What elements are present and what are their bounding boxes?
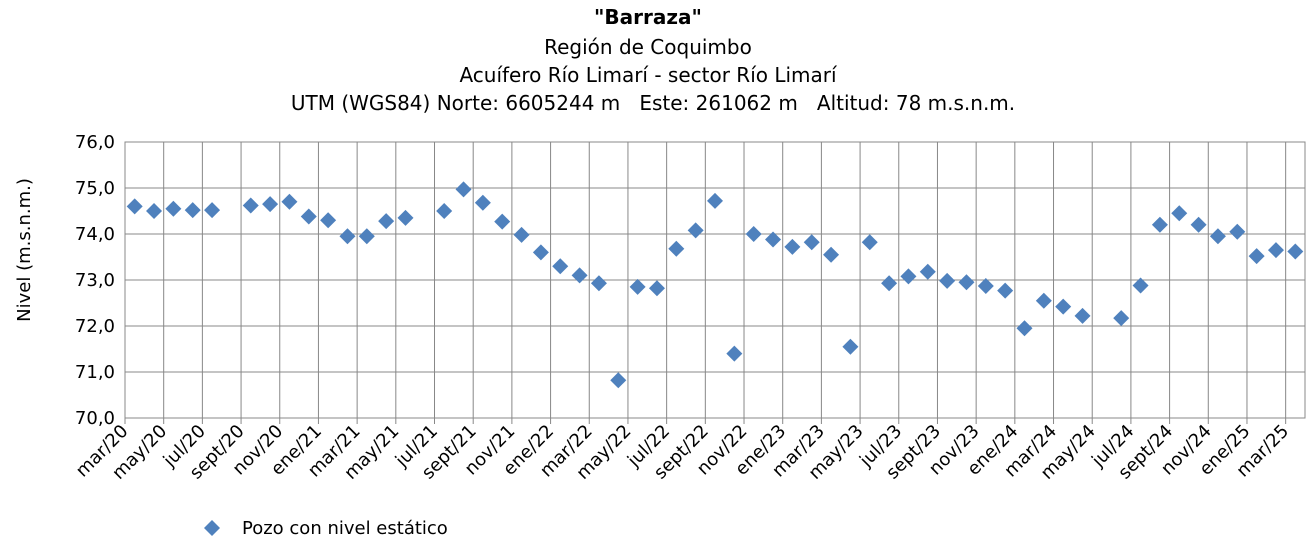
- y-tick-label: 70,0: [75, 408, 115, 429]
- y-tick-label: 75,0: [75, 178, 115, 199]
- chart-subtitle: Acuífero Río Limarí - sector Río Limarí: [459, 63, 838, 87]
- data-point: [784, 238, 801, 255]
- y-tick-label: 76,0: [75, 132, 115, 153]
- data-point: [204, 202, 221, 219]
- data-point: [823, 246, 840, 263]
- data-point: [765, 231, 782, 248]
- data-point: [919, 263, 936, 280]
- data-point: [1267, 242, 1284, 259]
- data-point: [378, 213, 395, 230]
- data-point: [707, 192, 723, 209]
- data-point: [1287, 243, 1304, 260]
- data-point: [1132, 277, 1149, 294]
- chart-subtitle: Región de Coquimbo: [544, 35, 752, 59]
- data-point: [745, 226, 762, 242]
- data-point: [1074, 307, 1091, 324]
- legend-label: Pozo con nivel estático: [242, 518, 448, 539]
- chart-title: "Barraza": [594, 5, 702, 29]
- y-axis-label: Nivel (m.s.n.m.): [14, 178, 35, 322]
- data-point: [397, 209, 414, 226]
- data-point: [881, 275, 898, 292]
- data-point: [474, 194, 491, 211]
- data-point: [668, 240, 685, 257]
- data-point: [977, 277, 994, 294]
- data-point: [1229, 223, 1246, 240]
- data-point: [939, 272, 956, 289]
- data-point: [339, 228, 356, 245]
- data-point: [358, 228, 375, 245]
- data-point: [184, 202, 201, 219]
- data-point: [126, 198, 143, 215]
- data-point: [1113, 310, 1130, 327]
- data-point: [997, 282, 1014, 299]
- data-point: [1151, 216, 1168, 233]
- data-point: [958, 274, 975, 291]
- data-point: [610, 372, 627, 389]
- data-point: [590, 275, 607, 292]
- data-point: [648, 280, 665, 297]
- chart-subtitle: UTM (WGS84) Norte: 6605244 m Este: 26106…: [291, 91, 1015, 115]
- legend-marker: [204, 520, 220, 536]
- data-point: [300, 208, 317, 225]
- data-point: [1035, 292, 1052, 309]
- data-point: [320, 212, 337, 229]
- data-point: [1209, 228, 1226, 245]
- data-point: [900, 268, 917, 285]
- data-point: [281, 193, 298, 210]
- data-point: [1190, 216, 1207, 233]
- data-point: [242, 197, 259, 214]
- data-point: [262, 196, 279, 213]
- data-point: [1055, 298, 1072, 315]
- data-point: [532, 244, 549, 261]
- y-tick-label: 73,0: [75, 270, 115, 291]
- data-point: [146, 203, 163, 219]
- data-point: [726, 345, 743, 362]
- data-point: [455, 181, 472, 198]
- data-point: [571, 267, 588, 284]
- y-tick-label: 71,0: [75, 362, 115, 383]
- y-tick-label: 72,0: [75, 316, 115, 337]
- data-point: [687, 222, 704, 239]
- data-point: [861, 234, 878, 251]
- y-tick-label: 74,0: [75, 224, 115, 245]
- data-point: [842, 338, 859, 355]
- data-point: [629, 278, 646, 295]
- data-point: [436, 203, 453, 219]
- data-point: [1171, 205, 1188, 222]
- data-point: [1248, 248, 1265, 265]
- data-point: [513, 226, 530, 243]
- data-point: [165, 200, 182, 217]
- data-point: [494, 213, 511, 230]
- data-point: [803, 234, 820, 251]
- data-point: [1016, 320, 1033, 337]
- data-point: [552, 258, 569, 275]
